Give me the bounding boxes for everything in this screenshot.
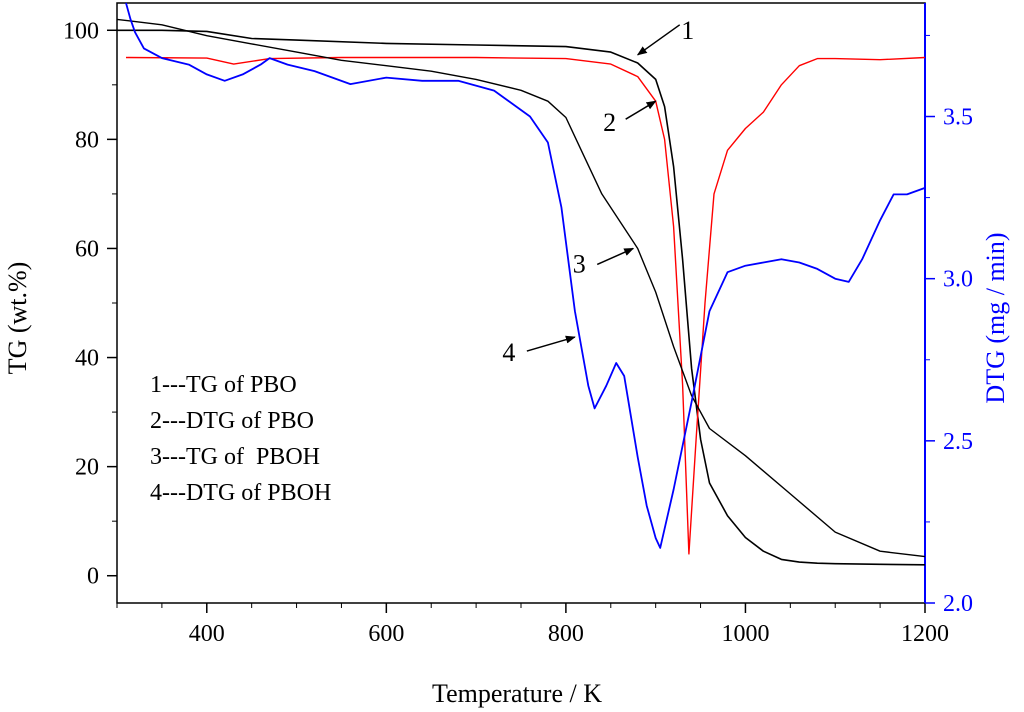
callout-label-1: 1: [681, 16, 694, 45]
series-layer: [116, 2, 926, 566]
legend-entry-1: 1---TG of PBO: [150, 372, 297, 398]
legend: 1---TG of PBO 2---DTG of PBO 3---TG of PBO…: [150, 372, 331, 506]
callout-arrow-1: [636, 24, 681, 56]
y-left-tick-label: 60: [75, 236, 99, 262]
series-line-4: [125, 2, 926, 549]
annotation-layer: 1 2 3 4: [502, 16, 694, 367]
y-right-tick-label: 2.5: [943, 429, 973, 455]
x-tick-label: 400: [189, 621, 225, 647]
series-line-1: [117, 29, 926, 566]
x-tick-label: 800: [548, 621, 584, 647]
y-left-tick-label: 20: [75, 455, 99, 481]
legend-entry-4: 4---DTG of PBOH: [150, 480, 331, 506]
y-axis-title-left: TG (wt.%): [3, 262, 32, 375]
x-tick-label: 600: [368, 621, 404, 647]
y-left-tick-label: 40: [75, 346, 99, 372]
y-left-tick-label: 100: [63, 18, 99, 44]
y-right-tick-label: 2.0: [943, 591, 973, 617]
y-right-tick-label: 3.5: [943, 105, 973, 131]
plot-frame: [116, 2, 926, 604]
callout-arrow-2: [625, 100, 657, 120]
series-line-3: [116, 18, 926, 558]
y-right-tick-label: 3.0: [943, 267, 973, 293]
y-left-tick-label: 80: [75, 127, 99, 153]
x-tick-label: 1000: [721, 621, 769, 647]
x-tick-label: 1200: [901, 621, 949, 647]
callout-label-3: 3: [573, 249, 586, 278]
y-left-tick-label: 0: [87, 564, 99, 590]
plot-area-border: [116, 2, 926, 604]
ticks-layer: 400 600 800 1000 1200 0 20 40 60 80 100 2.0 2.5 3.0 3.…: [63, 18, 973, 647]
series-line-2: [125, 56, 926, 555]
y-axis-title-right: DTG (mg / min): [981, 232, 1010, 403]
legend-entry-3: 3---TG of PBOH: [150, 444, 320, 470]
callout-label-4: 4: [502, 338, 515, 367]
legend-entry-2: 2---DTG of PBO: [150, 408, 314, 434]
x-axis-title: Temperature / K: [432, 679, 602, 708]
callout-arrow-4: [526, 335, 576, 352]
callout-label-2: 2: [603, 108, 616, 137]
callout-arrow-3: [596, 247, 635, 266]
